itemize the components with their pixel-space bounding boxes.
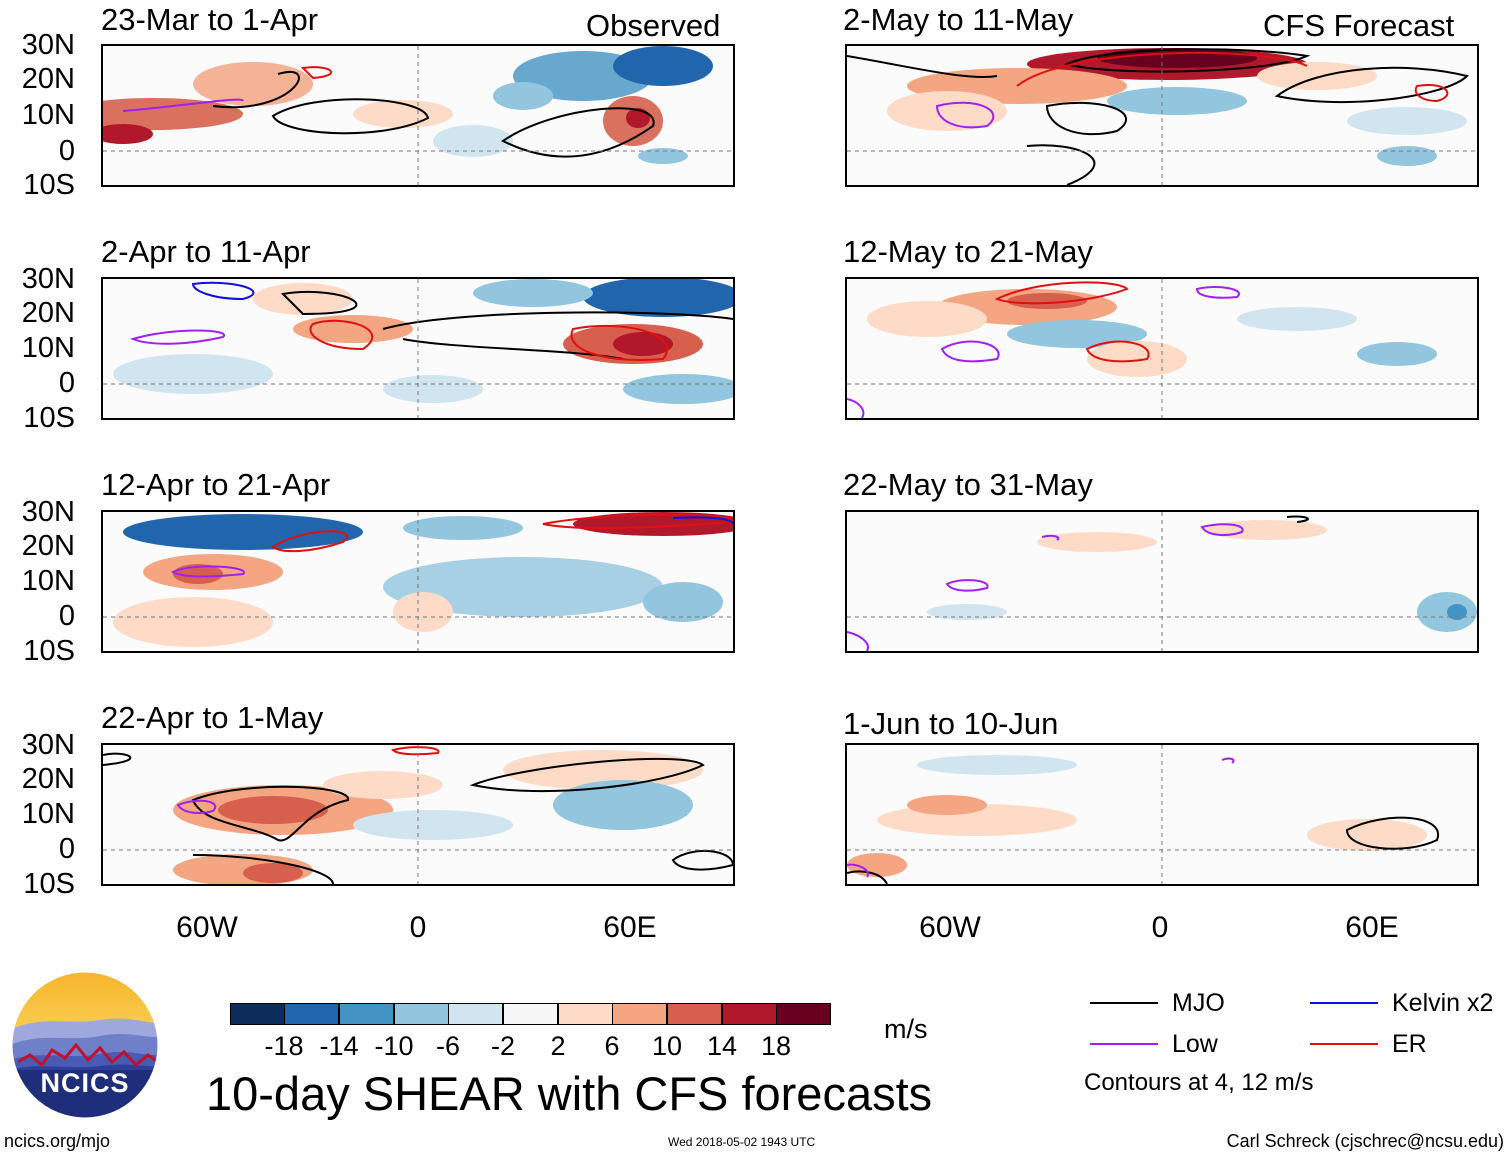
legend-low-label: Low xyxy=(1172,1030,1218,1058)
map-panel-cfs-1 xyxy=(845,44,1479,187)
lat-label: 0 xyxy=(58,367,75,399)
lat-label: 0 xyxy=(58,833,75,865)
colorbar-swatch xyxy=(667,1003,722,1025)
lat-label: 10S xyxy=(23,169,75,201)
colorbar-label: -6 xyxy=(435,1031,461,1061)
lon-label: 0 xyxy=(1151,911,1169,944)
colorbar-label: 10 xyxy=(651,1031,683,1061)
lat-label: 20N xyxy=(21,530,75,562)
legend-er-line xyxy=(1310,1043,1378,1045)
lat-label: 20N xyxy=(21,63,75,95)
colorbar-label: 6 xyxy=(604,1031,620,1061)
lat-label: 30N xyxy=(21,729,75,761)
map-panel-obs-2 xyxy=(101,277,735,420)
lat-label: 30N xyxy=(21,496,75,528)
colorbar-label: 18 xyxy=(760,1031,792,1061)
legend-kelvin-label: Kelvin x2 xyxy=(1392,989,1494,1017)
colorbar-label: -2 xyxy=(490,1031,516,1061)
panel-title: 1-Jun to 10-Jun xyxy=(843,706,1059,741)
colorbar-swatch xyxy=(503,1003,558,1025)
panel-title: 2-May to 11-May xyxy=(843,2,1074,37)
map-panel-obs-3 xyxy=(101,510,735,653)
lat-label: 30N xyxy=(21,263,75,295)
colorbar-swatch xyxy=(776,1003,831,1025)
colorbar-swatch xyxy=(722,1003,777,1025)
lon-label: 60W xyxy=(919,911,981,944)
colorbar-label: -14 xyxy=(319,1031,359,1061)
panel-title: 22-May to 31-May xyxy=(843,467,1093,502)
lat-label: 10S xyxy=(23,635,75,667)
panel-title: 2-Apr to 11-Apr xyxy=(101,234,311,269)
map-panel-obs-4 xyxy=(101,743,735,886)
lat-label: 20N xyxy=(21,763,75,795)
legend-er-label: ER xyxy=(1392,1030,1427,1058)
map-panel-cfs-3 xyxy=(845,510,1479,653)
footer-url[interactable]: ncics.org/mjo xyxy=(4,1131,111,1151)
cfs-forecast-label: CFS Forecast xyxy=(1263,8,1455,43)
panel-title: 12-Apr to 21-Apr xyxy=(101,467,331,502)
colorbar-swatch xyxy=(448,1003,503,1025)
lon-label: 60E xyxy=(1345,911,1399,944)
lat-label: 10N xyxy=(21,565,75,597)
contour-note: Contours at 4, 12 m/s xyxy=(1084,1069,1314,1096)
unit-label: m/s xyxy=(884,1014,928,1044)
footer-credit: Carl Schreck (cjschrec@ncsu.edu) xyxy=(1226,1131,1504,1151)
lon-label: 0 xyxy=(409,911,427,944)
legend-mjo-label: MJO xyxy=(1172,989,1225,1017)
lat-label: 0 xyxy=(58,600,75,632)
logo-text: NCICS xyxy=(40,1068,130,1098)
colorbar-swatch xyxy=(394,1003,449,1025)
map-panel-cfs-2 xyxy=(845,277,1479,420)
lat-label: 10N xyxy=(21,332,75,364)
ncics-logo: NCICS xyxy=(10,970,160,1120)
footer-timestamp: Wed 2018-05-02 1943 UTC xyxy=(668,1135,816,1149)
map-panel-obs-1 xyxy=(101,44,735,187)
lat-label: 0 xyxy=(58,135,75,167)
lat-label: 10S xyxy=(23,868,75,900)
lat-label: 10N xyxy=(21,798,75,830)
colorbar-label: -18 xyxy=(264,1031,304,1061)
lon-label: 60W xyxy=(176,911,238,944)
legend-kelvin-line xyxy=(1310,1002,1378,1004)
colorbar-swatch xyxy=(339,1003,394,1025)
colorbar-label: 2 xyxy=(550,1031,566,1061)
observed-label: Observed xyxy=(586,8,721,43)
lat-label: 10S xyxy=(23,402,75,434)
lon-label: 60E xyxy=(603,911,657,944)
lat-label: 30N xyxy=(21,29,75,61)
panel-title: 12-May to 21-May xyxy=(843,234,1093,269)
colorbar-label: -10 xyxy=(374,1031,414,1061)
legend-mjo-line xyxy=(1090,1002,1158,1004)
colorbar-swatch xyxy=(612,1003,667,1025)
colorbar-swatch xyxy=(558,1003,613,1025)
colorbar-swatch xyxy=(230,1003,285,1025)
legend-low-line xyxy=(1090,1043,1158,1045)
panel-title: 22-Apr to 1-May xyxy=(101,700,324,735)
colorbar-label: 14 xyxy=(706,1031,738,1061)
lat-label: 20N xyxy=(21,297,75,329)
panel-title: 23-Mar to 1-Apr xyxy=(101,2,319,37)
lat-label: 10N xyxy=(21,99,75,131)
colorbar-swatch xyxy=(284,1003,339,1025)
main-title: 10-day SHEAR with CFS forecasts xyxy=(206,1067,933,1120)
map-panel-cfs-4 xyxy=(845,743,1479,886)
